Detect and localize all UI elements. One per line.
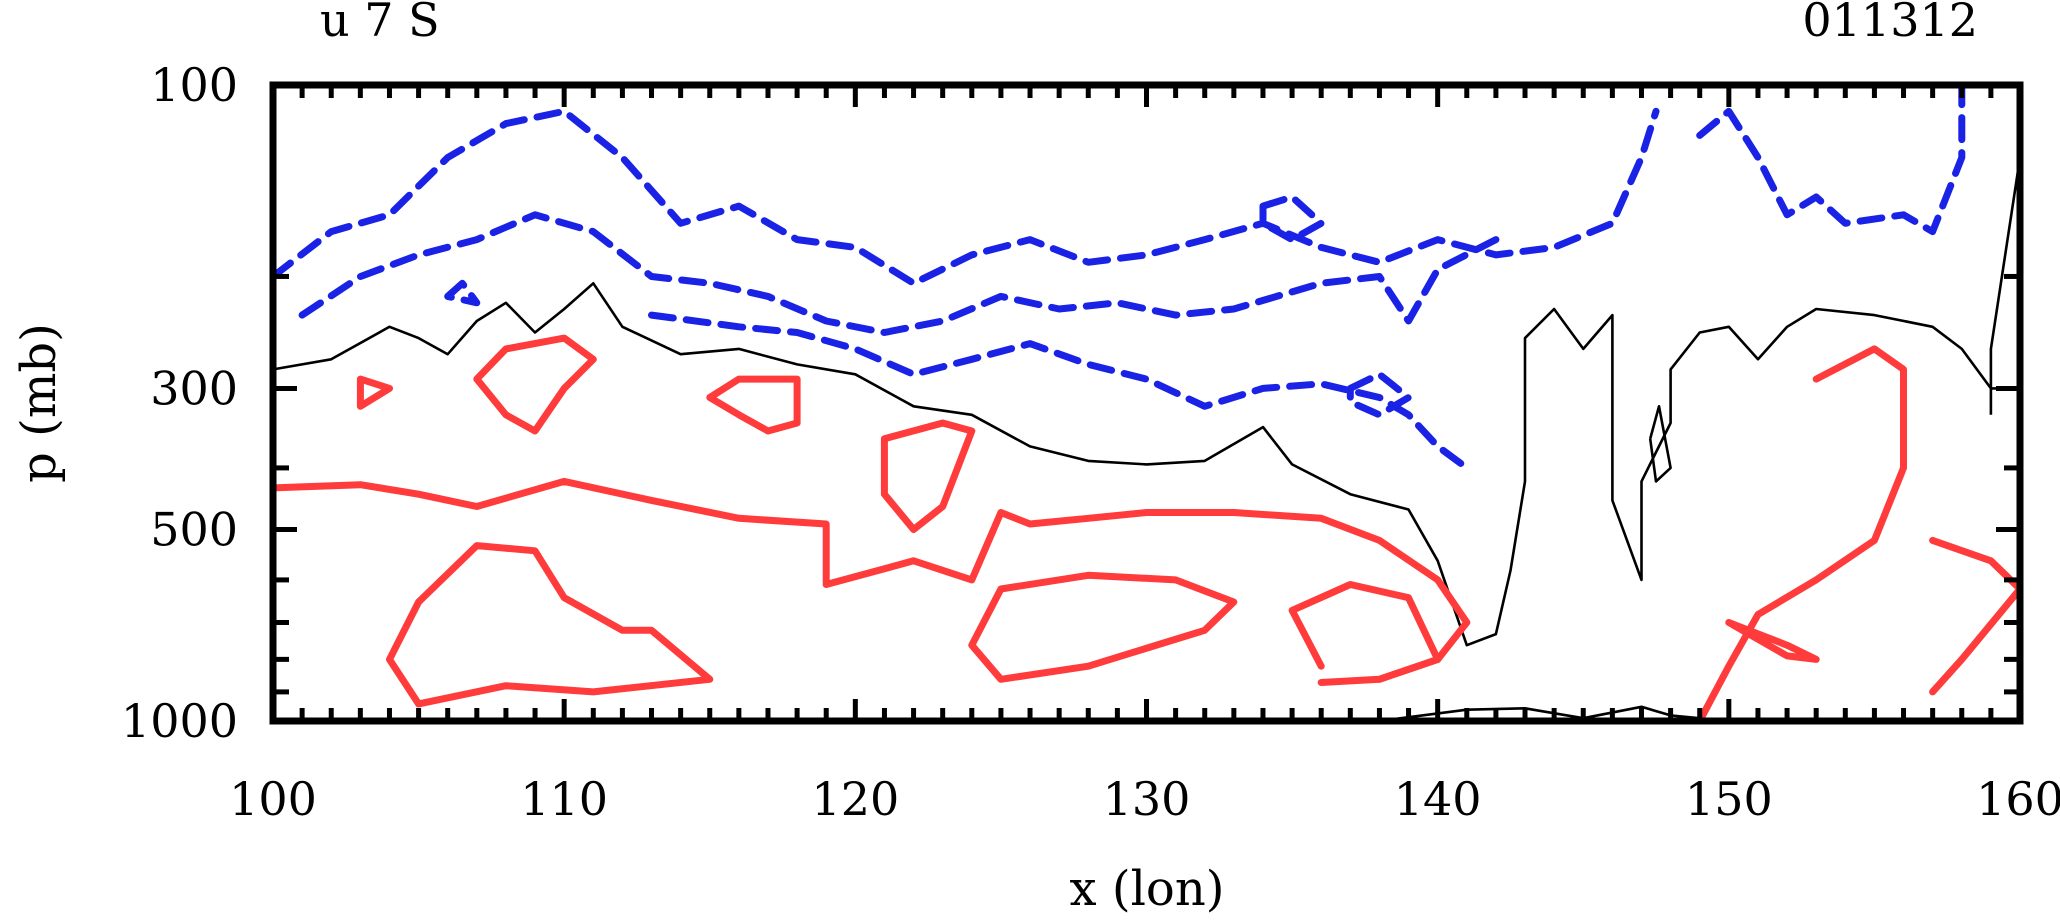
negative-contour-2 bbox=[648, 311, 1471, 472]
x-tick-label: 110 bbox=[520, 772, 608, 826]
zero-contour-1 bbox=[1989, 157, 2020, 415]
zero-contour-3 bbox=[1648, 405, 1672, 483]
x-tick-label: 130 bbox=[1103, 772, 1191, 826]
positive-contour-3 bbox=[1288, 581, 1442, 683]
negative-contour-3 bbox=[1346, 370, 1412, 419]
positive-contour-8 bbox=[1929, 536, 2020, 696]
negative-contour-6 bbox=[444, 279, 481, 307]
y-tick-label: 500 bbox=[150, 503, 238, 557]
y-axis-label: p (mb) bbox=[11, 323, 67, 483]
positive-contour-10 bbox=[1725, 619, 1820, 663]
x-tick-label: 100 bbox=[229, 772, 317, 826]
axis-ticks bbox=[270, 82, 2023, 724]
y-tick-label: 1000 bbox=[121, 694, 238, 748]
x-tick-label: 120 bbox=[811, 772, 899, 826]
negative-contour-5 bbox=[1696, 85, 1966, 236]
plot-frame bbox=[269, 81, 2024, 725]
positive-contour-4 bbox=[473, 334, 597, 435]
negative-contour-1 bbox=[298, 211, 1500, 336]
negative-contour-4 bbox=[1259, 193, 1325, 244]
positive-contour-5 bbox=[706, 375, 801, 435]
x-axis-label: x (lon) bbox=[1070, 861, 1225, 917]
positive-contour-7 bbox=[1696, 345, 1907, 721]
y-tick-label: 300 bbox=[150, 361, 238, 415]
x-tick-label: 160 bbox=[1976, 772, 2060, 826]
positive-contour-9 bbox=[356, 375, 393, 410]
positive-contour-0 bbox=[273, 477, 1471, 686]
positive-contour-1 bbox=[968, 571, 1238, 683]
y-tick-label: 100 bbox=[150, 58, 238, 112]
positive-contour-6 bbox=[880, 419, 976, 533]
title-left: u 7 S bbox=[320, 0, 440, 47]
tick-labels: 100 110 120 130 140 150 160 100 300 500 1000 bbox=[121, 58, 2060, 826]
positive-contour-2 bbox=[386, 542, 714, 708]
contour-lines bbox=[273, 85, 2020, 721]
zero-contour-0 bbox=[273, 282, 2020, 647]
x-tick-label: 140 bbox=[1394, 772, 1482, 826]
x-tick-label: 150 bbox=[1685, 772, 1773, 826]
title-right: 011312 bbox=[1802, 0, 1978, 47]
negative-contour-0 bbox=[273, 107, 1660, 287]
